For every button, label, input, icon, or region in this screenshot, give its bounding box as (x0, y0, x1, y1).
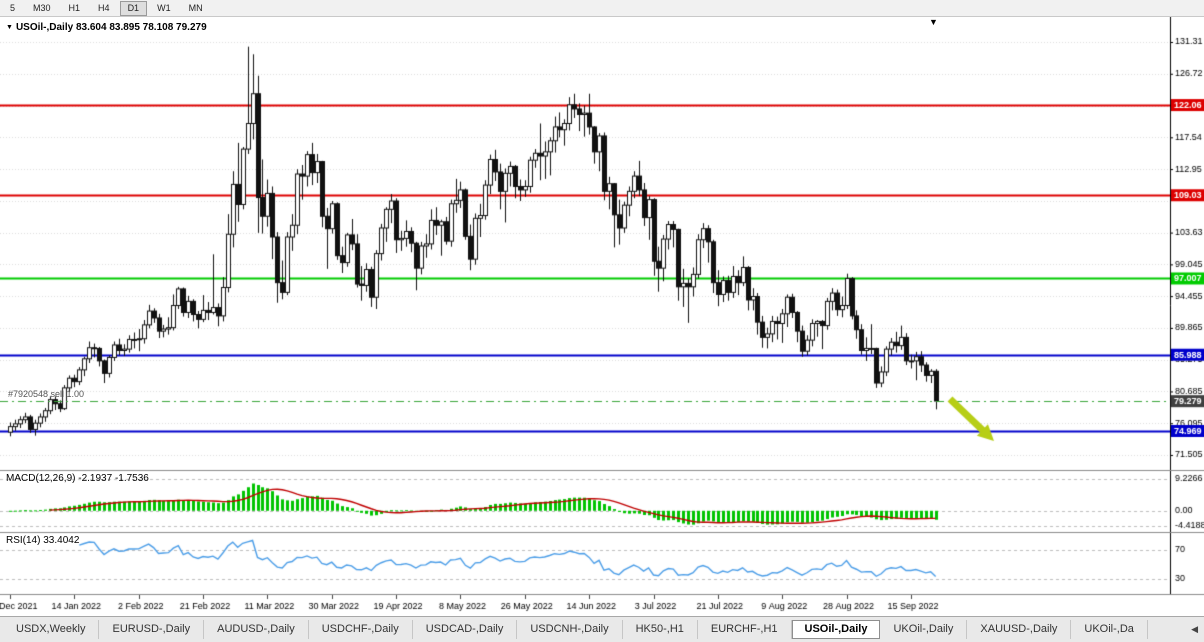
timeframe-button-h4[interactable]: H4 (98, 2, 110, 13)
symbol-tab-ukoil-daily[interactable]: UKOil-,Daily (880, 620, 968, 639)
timeframe-button-h1[interactable]: H1 (68, 2, 81, 13)
symbol-tab-usdchf-daily[interactable]: USDCHF-,Daily (309, 620, 413, 639)
symbol-tab-bar: USDX,Weekly EURUSD-,Daily AUDUSD-,Daily USD… (0, 616, 1204, 642)
symbol-tab-eurchf-h1[interactable]: EURCHF-,H1 (698, 620, 792, 639)
symbol-tab-usdcnh-daily[interactable]: USDCNH-,Daily (517, 620, 623, 639)
timeframe-button-m30[interactable]: M30 (33, 2, 51, 13)
symbol-tab-usoil-daily[interactable]: USOil-,Daily (791, 620, 881, 639)
symbol-tab-eurusd-daily[interactable]: EURUSD-,Daily (99, 620, 205, 639)
symbol-tab-audusd-daily[interactable]: AUDUSD-,Daily (204, 620, 309, 639)
timeframe-button-w1[interactable]: W1 (157, 2, 171, 13)
timeframe-button-5[interactable]: 5 (10, 2, 16, 13)
symbol-tab-usdcad-daily[interactable]: USDCAD-,Daily (413, 620, 518, 639)
symbol-tab-usdx-weekly[interactable]: USDX,Weekly (3, 620, 100, 639)
symbol-tab-xauusd-daily[interactable]: XAUUSD-,Daily (967, 620, 1072, 639)
symbol-tab-ukoil-da[interactable]: UKOil-,Da (1071, 620, 1148, 639)
timeframe-button-mn[interactable]: MN (188, 2, 203, 13)
timeframe-button-d1[interactable]: D1 (119, 0, 148, 16)
tab-scroll-left-button[interactable]: ◀ (1191, 624, 1198, 634)
symbol-tab-hk50-h1[interactable]: HK50-,H1 (623, 620, 698, 639)
price-chart-canvas[interactable] (0, 17, 1204, 616)
timeframe-toolbar: 5 M30 H1 H4 D1 W1 MN (0, 0, 1204, 17)
